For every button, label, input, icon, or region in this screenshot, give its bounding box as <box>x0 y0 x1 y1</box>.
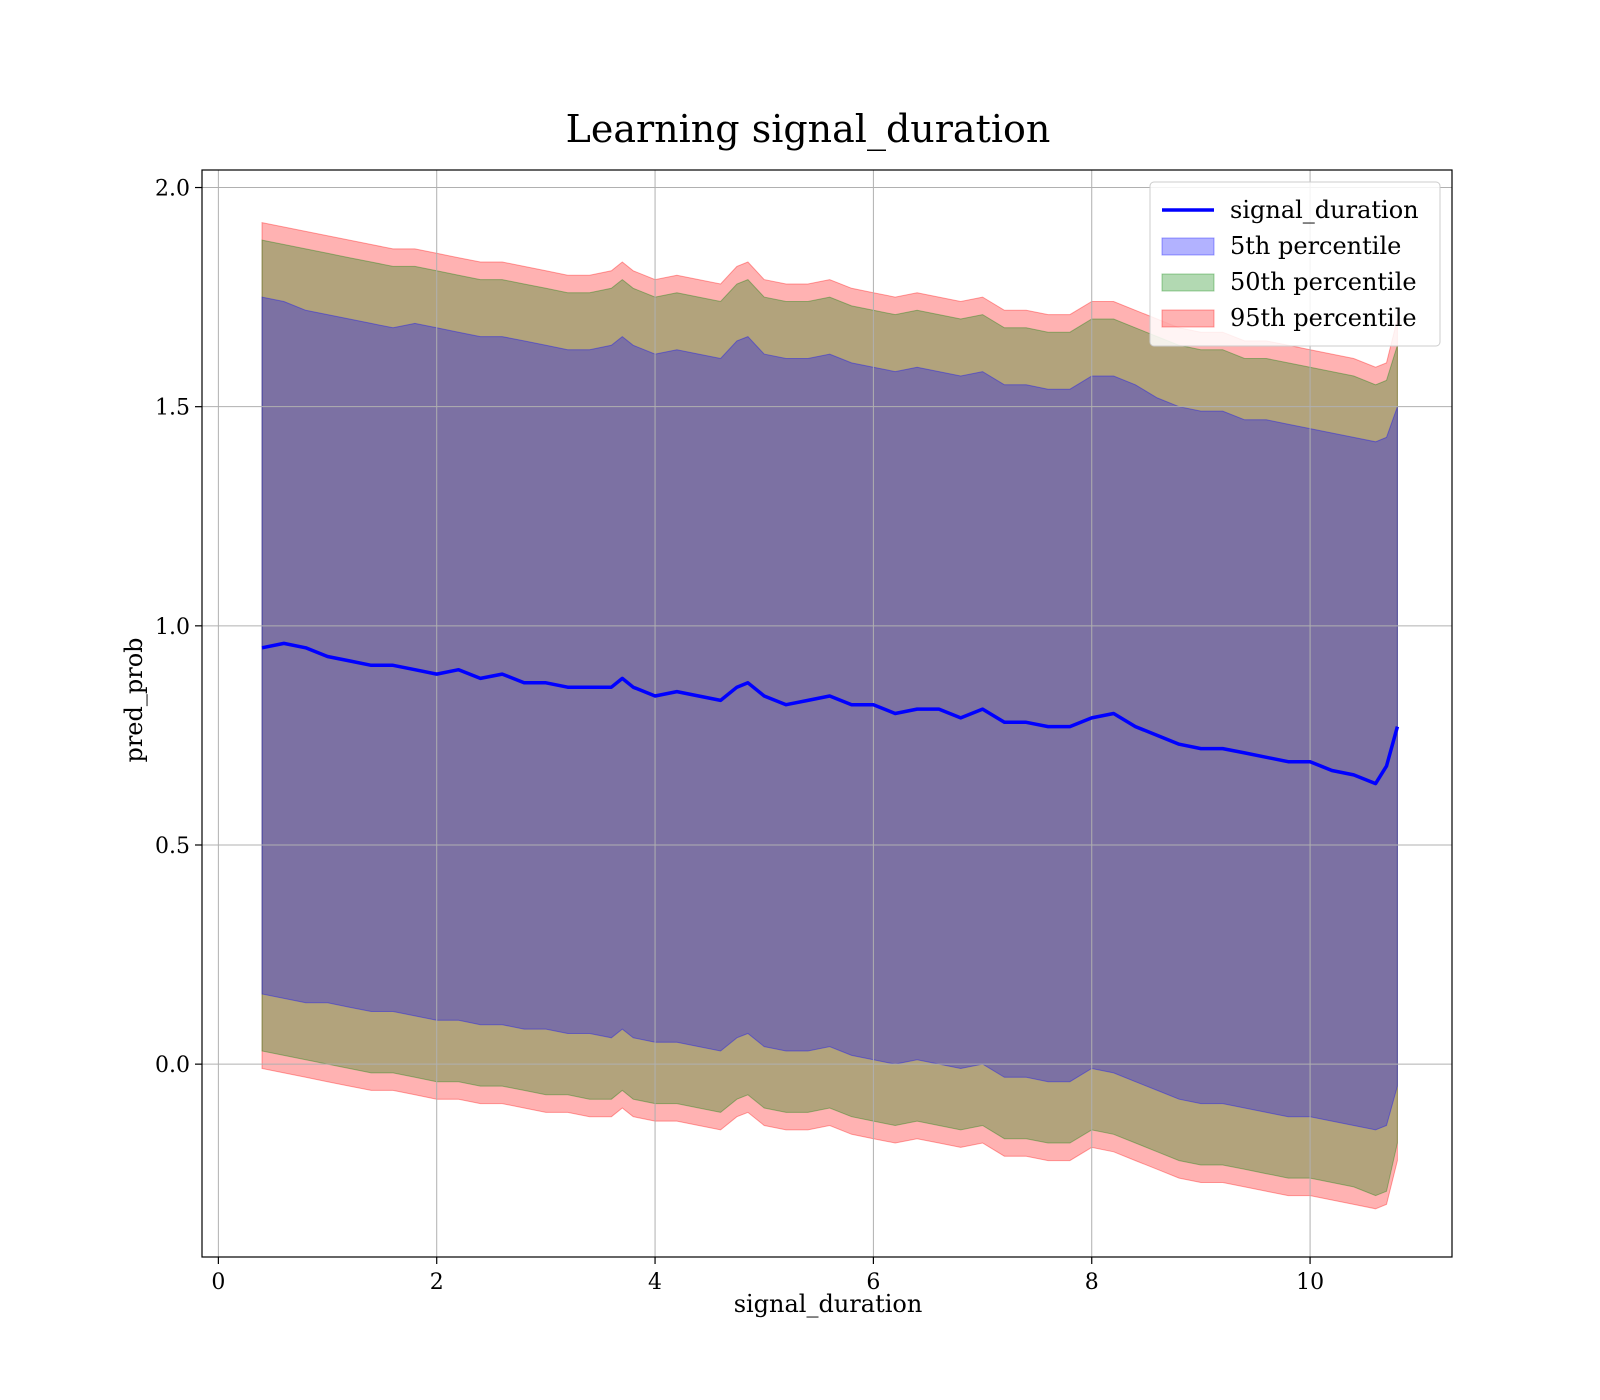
legend-label-signal-duration: signal_duration <box>1230 196 1419 224</box>
plot-frame <box>201 169 1453 1258</box>
y-tick-label: 2.0 <box>155 177 190 202</box>
legend-box <box>1149 181 1441 347</box>
lines-layer <box>261 641 1400 786</box>
x-tick-label: 2 <box>430 1270 444 1295</box>
x-tick-label: 10 <box>1296 1270 1324 1295</box>
y-axis-label: pred_prob <box>120 637 148 762</box>
y-axis: 0.0 0.5 1.0 1.5 2.0 <box>155 177 202 1078</box>
band-5th-percentile <box>261 296 1398 1131</box>
y-tick-label: 1.5 <box>155 396 190 421</box>
x-axis-label: signal_duration <box>734 1290 923 1318</box>
legend-swatch-95th-percentile <box>1161 309 1215 328</box>
x-axis: 0 2 4 6 8 10 <box>211 1257 1324 1295</box>
legend: signal_duration 5th percentile 50th percen… <box>1149 181 1441 347</box>
series-line-signal-duration <box>261 641 1400 786</box>
x-tick-label: 4 <box>648 1270 662 1295</box>
plot-area <box>201 169 1453 1258</box>
x-tick-label: 0 <box>211 1270 225 1295</box>
legend-swatch-50th-percentile <box>1161 273 1215 292</box>
legend-label-5th-percentile: 5th percentile <box>1230 232 1401 260</box>
legend-label-95th-percentile: 95th percentile <box>1230 304 1417 332</box>
x-tick-label: 6 <box>866 1270 880 1295</box>
y-tick-label: 1.0 <box>155 615 190 640</box>
band-95th-percentile <box>261 221 1398 1210</box>
legend-label-50th-percentile: 50th percentile <box>1230 268 1417 296</box>
band-50th-percentile <box>261 239 1398 1197</box>
y-tick-label: 0.5 <box>155 834 190 859</box>
x-tick-label: 8 <box>1085 1270 1099 1295</box>
legend-swatch-5th-percentile <box>1161 237 1215 256</box>
chart-title: Learning signal_duration <box>566 107 1051 152</box>
y-tick-label: 0.0 <box>155 1053 190 1078</box>
bands-layer <box>261 221 1398 1210</box>
